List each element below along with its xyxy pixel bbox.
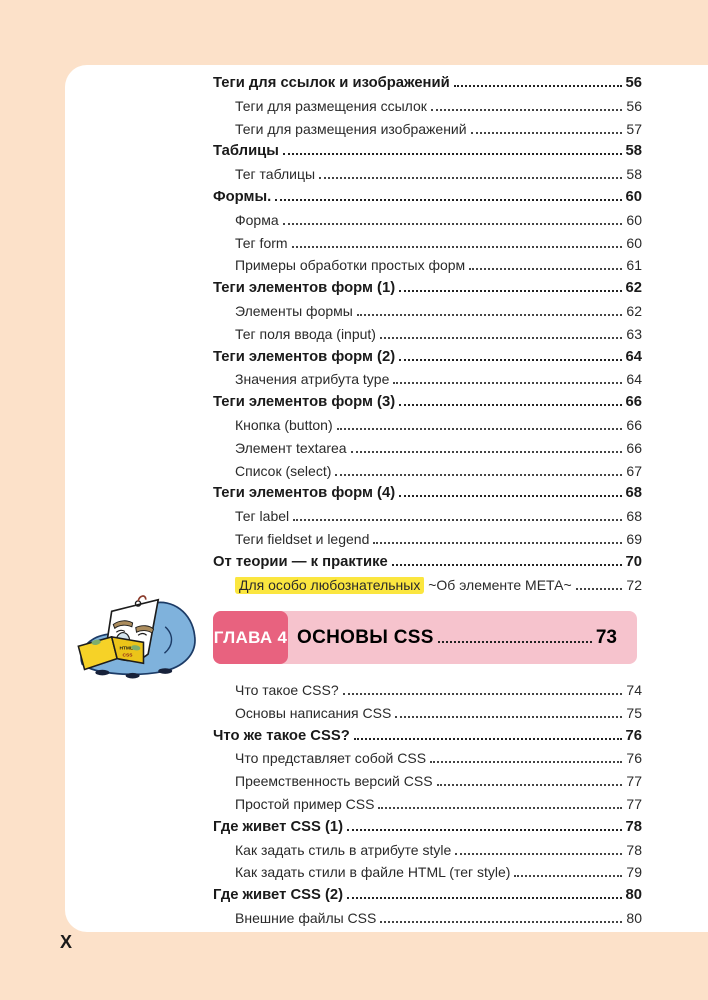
svg-text:HTML: HTML [119, 645, 133, 651]
svg-text:CSS: CSS [123, 652, 134, 658]
